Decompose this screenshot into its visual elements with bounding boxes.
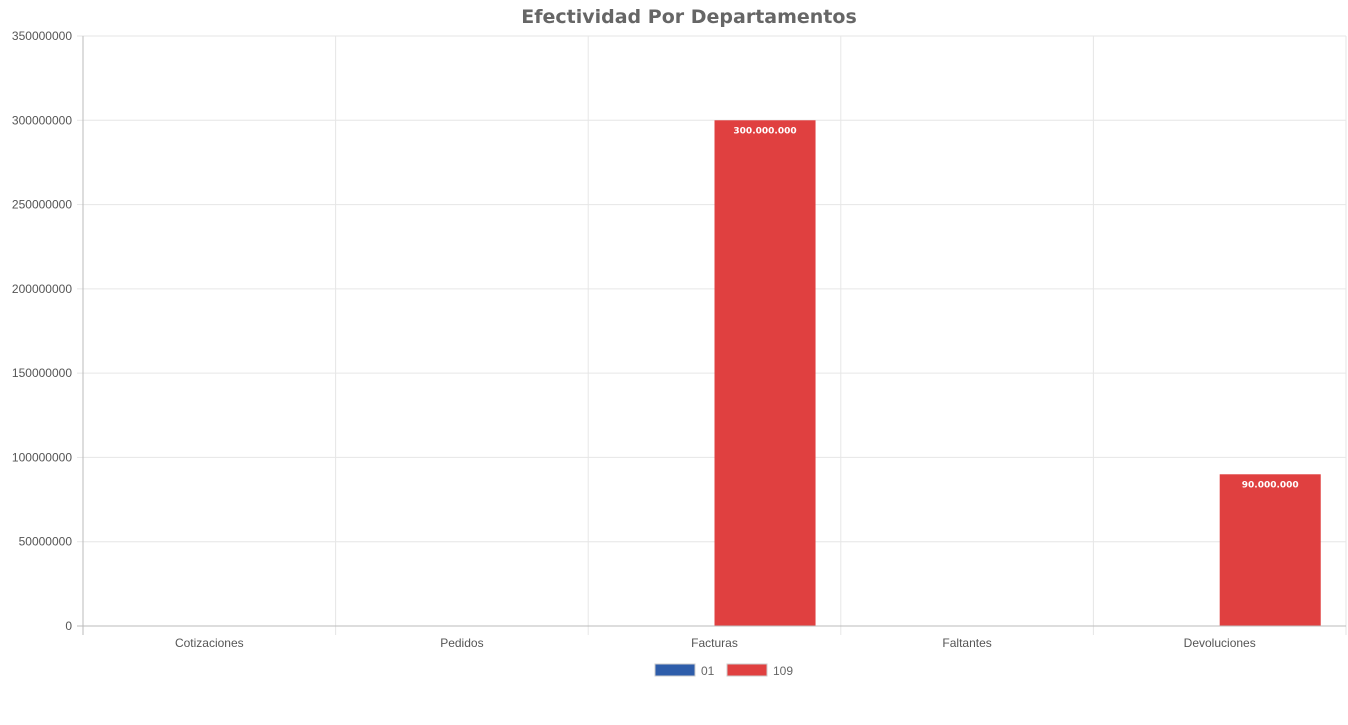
y-tick-label: 200000000 xyxy=(12,282,72,296)
data-label: 90.000.000 xyxy=(1242,480,1299,490)
y-tick-label: 350000000 xyxy=(12,29,72,43)
bar xyxy=(714,120,816,627)
legend-label: 109 xyxy=(773,664,793,678)
legend-swatch xyxy=(726,663,768,677)
x-tick-label: Pedidos xyxy=(440,636,483,650)
y-tick-label: 100000000 xyxy=(12,450,72,464)
y-tick-label: 250000000 xyxy=(12,198,72,212)
x-tick-label: Devoluciones xyxy=(1184,636,1256,650)
bar xyxy=(1219,474,1321,626)
grid xyxy=(77,35,1347,635)
legend-swatch xyxy=(654,663,696,677)
data-label: 300.000.000 xyxy=(733,126,796,136)
legend-label: 01 xyxy=(701,664,715,678)
y-tick-label: 300000000 xyxy=(12,113,72,127)
x-tick-label: Facturas xyxy=(691,636,738,650)
legend: 01 109 xyxy=(654,663,793,678)
y-tick-label: 0 xyxy=(65,619,72,633)
bars: 300.000.000 90.000.000 xyxy=(714,120,1321,627)
axes: 0 50000000 100000000 150000000 200000000 2500… xyxy=(12,29,1346,650)
chart-title: Efectividad Por Departamentos xyxy=(521,6,857,28)
y-tick-label: 150000000 xyxy=(12,366,72,380)
x-tick-label: Faltantes xyxy=(942,636,991,650)
y-tick-label: 50000000 xyxy=(19,535,73,549)
x-tick-label: Cotizaciones xyxy=(175,636,244,650)
